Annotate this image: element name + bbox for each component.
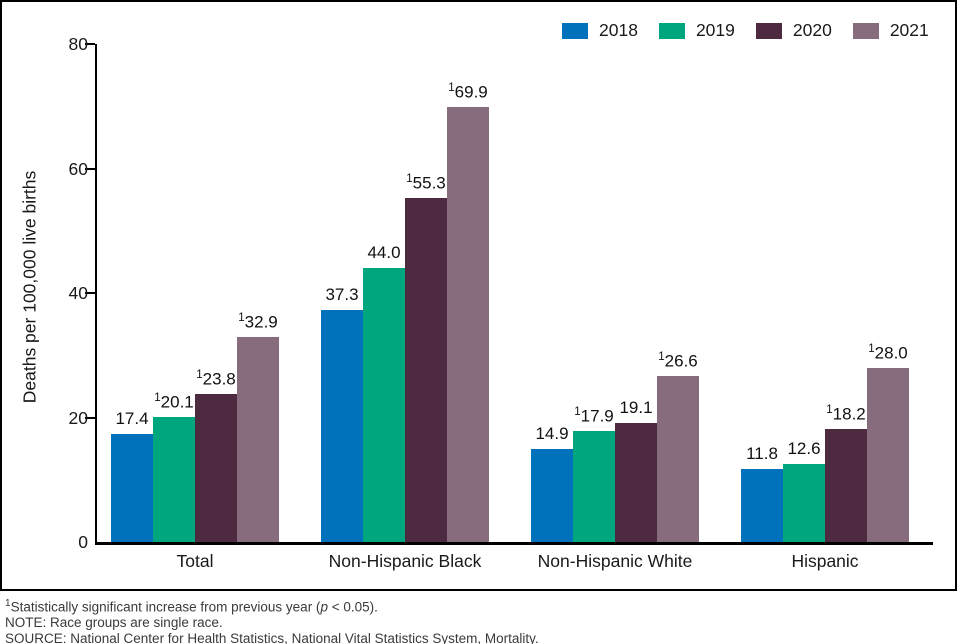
bar-value-label: 132.9 bbox=[238, 312, 278, 332]
bar-2021-Total bbox=[237, 337, 279, 542]
category-label-non-hispanic-white: Non-Hispanic White bbox=[537, 551, 693, 571]
footnotes: 1Statistically significant increase from… bbox=[5, 596, 539, 644]
legend-item-2021: 2021 bbox=[852, 20, 929, 41]
y-axis-tick bbox=[85, 167, 95, 170]
bar-value-label: 120.1 bbox=[154, 391, 194, 412]
bar-value-label: 155.3 bbox=[406, 172, 446, 193]
bar-2019-Total bbox=[153, 416, 195, 542]
bar-value-label: 44.0 bbox=[367, 243, 401, 263]
legend-item-2020: 2020 bbox=[755, 20, 832, 41]
bar-value-label: 14.9 bbox=[535, 424, 569, 444]
y-axis-tick-label: 80 bbox=[68, 34, 88, 54]
bar-value-label: 118.2 bbox=[826, 403, 866, 424]
y-axis-tick bbox=[85, 416, 95, 419]
bar-2018-Hispanic bbox=[741, 468, 783, 542]
x-axis-line bbox=[95, 542, 933, 545]
bar-2020-Hispanic bbox=[825, 428, 867, 542]
y-axis-tick-label: 60 bbox=[68, 158, 88, 179]
legend-item-2019: 2019 bbox=[658, 20, 735, 41]
bar-2020-Non-Hispanic White bbox=[615, 423, 657, 542]
bar-value-label: 12.6 bbox=[787, 438, 821, 458]
legend: 2018 2019 2020 2021 bbox=[562, 20, 929, 41]
bar-value-label: 123.8 bbox=[196, 368, 236, 389]
bar-value-label: 117.9 bbox=[574, 405, 614, 426]
bar-2020-Non-Hispanic Black bbox=[405, 197, 447, 542]
footnote-significance: 1Statistically significant increase from… bbox=[5, 598, 378, 615]
legend-swatch-2019 bbox=[658, 22, 685, 39]
legend-label-2021: 2021 bbox=[889, 20, 929, 40]
bar-value-label: 11.8 bbox=[746, 443, 778, 463]
y-axis-tick-label: 0 bbox=[78, 532, 88, 552]
bar-2018-Non-Hispanic White bbox=[531, 449, 573, 542]
bar-value-label: 19.1 bbox=[619, 398, 653, 418]
bar-2021-Non-Hispanic Black bbox=[447, 106, 489, 542]
legend-label-2020: 2020 bbox=[792, 20, 832, 40]
bar-2019-Non-Hispanic White bbox=[573, 430, 615, 542]
footnote-sup: 1 bbox=[5, 598, 11, 609]
bar-2021-Non-Hispanic White bbox=[657, 376, 699, 542]
footnote-note: NOTE: Race groups are single race. bbox=[5, 615, 223, 631]
bar-2019-Hispanic bbox=[783, 463, 825, 542]
y-axis-line bbox=[95, 44, 97, 542]
bar-2018-Non-Hispanic Black bbox=[321, 309, 363, 542]
legend-swatch-2018 bbox=[562, 22, 588, 39]
bar-value-label: 126.6 bbox=[658, 351, 698, 372]
bar-value-label: 37.3 bbox=[325, 284, 359, 304]
category-label-non-hispanic-black: Non-Hispanic Black bbox=[328, 551, 482, 571]
category-label-total: Total bbox=[176, 551, 214, 571]
y-axis-tick bbox=[85, 292, 95, 294]
bar-2019-Non-Hispanic Black bbox=[363, 268, 405, 542]
bar-value-label: 17.4 bbox=[115, 408, 149, 428]
category-label-hispanic: Hispanic bbox=[791, 551, 859, 571]
bar-value-label: 169.9 bbox=[448, 81, 488, 102]
bar-2021-Hispanic bbox=[867, 367, 909, 542]
legend-swatch-2021 bbox=[852, 22, 879, 39]
legend-label-2018: 2018 bbox=[599, 20, 638, 40]
legend-item-2018: 2018 bbox=[562, 20, 638, 41]
bar-2020-Total bbox=[195, 393, 237, 542]
y-axis-tick-label: 40 bbox=[68, 283, 88, 303]
bar-2018-Total bbox=[111, 433, 153, 542]
bar-value-label: 128.0 bbox=[868, 342, 908, 363]
legend-swatch-2020 bbox=[755, 22, 782, 39]
y-axis-tick-label: 20 bbox=[68, 407, 88, 428]
legend-label-2019: 2019 bbox=[695, 20, 735, 40]
footnote-source: SOURCE: National Center for Health Stati… bbox=[5, 630, 539, 644]
y-axis-tick bbox=[85, 43, 95, 45]
